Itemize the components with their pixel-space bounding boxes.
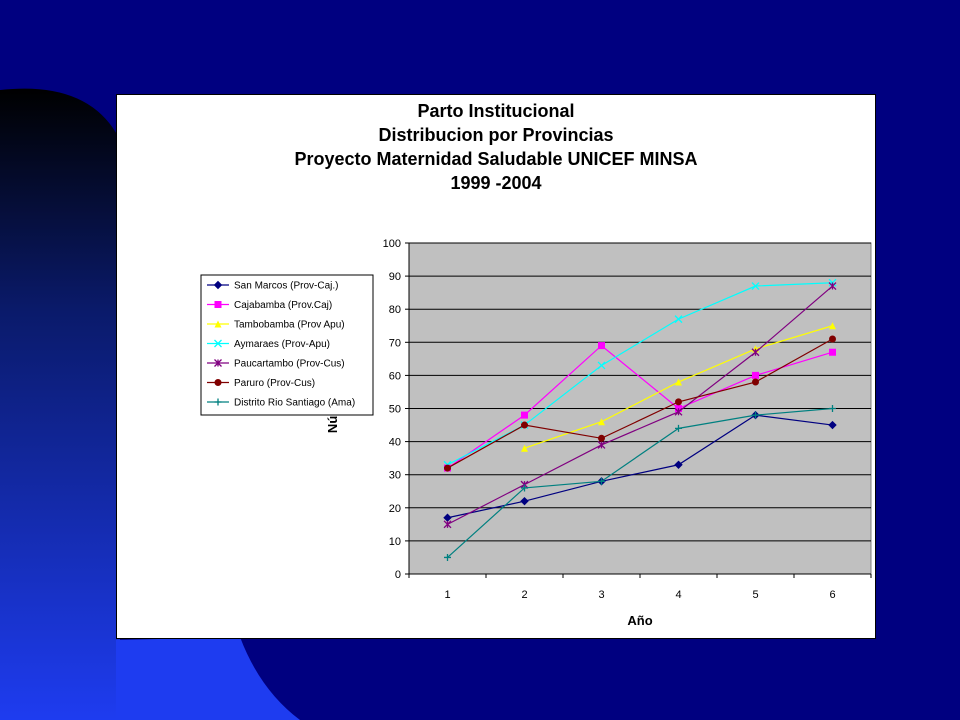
legend-label: San Marcos (Prov-Caj.) xyxy=(234,281,338,292)
data-point xyxy=(829,405,836,412)
chart-title-line-4: 1999 -2004 xyxy=(450,173,542,193)
series-7 xyxy=(444,405,836,561)
data-point xyxy=(752,371,759,379)
legend-label: Paruro (Prov-Cus) xyxy=(234,378,315,389)
decorative-curve-edge xyxy=(116,637,300,720)
x-axis-title: Año xyxy=(627,613,652,628)
y-tick-label: 0 xyxy=(395,569,401,581)
data-point xyxy=(521,411,528,419)
x-tick-label: 6 xyxy=(829,589,835,601)
data-point xyxy=(752,411,759,419)
legend-swatch-marker xyxy=(214,301,222,308)
chart-panel: Parto Institucional Distribucion por Pro… xyxy=(116,94,876,639)
series-6 xyxy=(444,335,836,472)
data-point xyxy=(443,520,452,529)
legend-box xyxy=(200,274,374,416)
series-line xyxy=(447,338,833,469)
data-point xyxy=(597,440,606,449)
data-point xyxy=(444,553,451,561)
data-point xyxy=(598,434,605,442)
y-tick-label: 100 xyxy=(383,238,401,250)
y-tick-label: 40 xyxy=(389,437,401,449)
data-point xyxy=(752,378,759,386)
data-point xyxy=(598,477,605,485)
chart-title-line-3: Proyecto Maternidad Saludable UNICEF MIN… xyxy=(294,149,698,169)
data-point xyxy=(674,460,683,469)
legend-swatch-marker xyxy=(213,280,223,290)
legend-swatch-marker xyxy=(214,320,222,328)
y-tick-label: 70 xyxy=(389,337,401,349)
x-tick-label: 1 xyxy=(444,589,450,601)
series-line xyxy=(447,414,833,519)
data-point xyxy=(597,361,606,370)
data-point xyxy=(751,282,760,290)
series-5 xyxy=(443,282,837,529)
data-point xyxy=(829,335,836,343)
y-tick-label: 90 xyxy=(389,271,401,283)
legend-label: Aymaraes (Prov-Apu) xyxy=(234,339,330,350)
data-point xyxy=(675,378,682,386)
series-line xyxy=(447,407,833,558)
legend-swatch-marker xyxy=(214,398,222,406)
data-point xyxy=(829,322,836,330)
series-1 xyxy=(443,410,837,522)
decorative-curve xyxy=(0,88,300,720)
legend-swatch-marker xyxy=(214,379,222,386)
legend-label: Tambobamba (Prov Apu) xyxy=(234,320,345,331)
x-tick-label: 2 xyxy=(521,589,527,601)
data-point xyxy=(751,348,760,357)
data-point xyxy=(675,424,682,432)
x-tick-label: 3 xyxy=(598,589,604,601)
series-line xyxy=(447,344,833,469)
series-line xyxy=(447,285,833,525)
legend-swatch-marker xyxy=(214,339,222,348)
data-point xyxy=(675,398,682,406)
x-tick-label: 5 xyxy=(752,589,758,601)
data-point xyxy=(829,348,836,356)
legend-label: Paucartambo (Prov-Cus) xyxy=(234,359,345,370)
y-tick-label: 20 xyxy=(389,503,401,515)
data-point xyxy=(828,420,837,430)
data-point xyxy=(828,282,837,290)
x-tick-label: 4 xyxy=(675,589,681,601)
y-tick-label: 60 xyxy=(389,370,401,382)
y-tick-label: 50 xyxy=(389,404,401,416)
data-point xyxy=(520,496,529,506)
data-point xyxy=(674,407,683,416)
y-tick-label: 10 xyxy=(389,536,401,548)
legend-label: Cajabamba (Prov.Caj) xyxy=(234,300,332,311)
data-point xyxy=(598,342,605,350)
y-tick-label: 30 xyxy=(389,470,401,482)
data-point xyxy=(444,464,451,472)
legend-swatch-marker xyxy=(214,359,222,367)
data-point xyxy=(521,421,528,429)
data-point xyxy=(521,484,528,492)
chart-title-line-2: Distribucion por Provincias xyxy=(378,125,614,145)
y-tick-label: 80 xyxy=(389,304,401,316)
legend: San Marcos (Prov-Caj.) Cajabamba (Prov.Ca… xyxy=(200,274,374,416)
chart-title-line-1: Parto Institucional xyxy=(417,101,575,121)
line-chart: 0102030405060708090100123456AñoNúmeroSan… xyxy=(200,238,872,628)
data-point xyxy=(598,418,605,426)
data-point xyxy=(521,444,528,452)
data-point xyxy=(674,315,683,324)
legend-label: Distrito Rio Santiago (Ama) xyxy=(234,398,355,409)
